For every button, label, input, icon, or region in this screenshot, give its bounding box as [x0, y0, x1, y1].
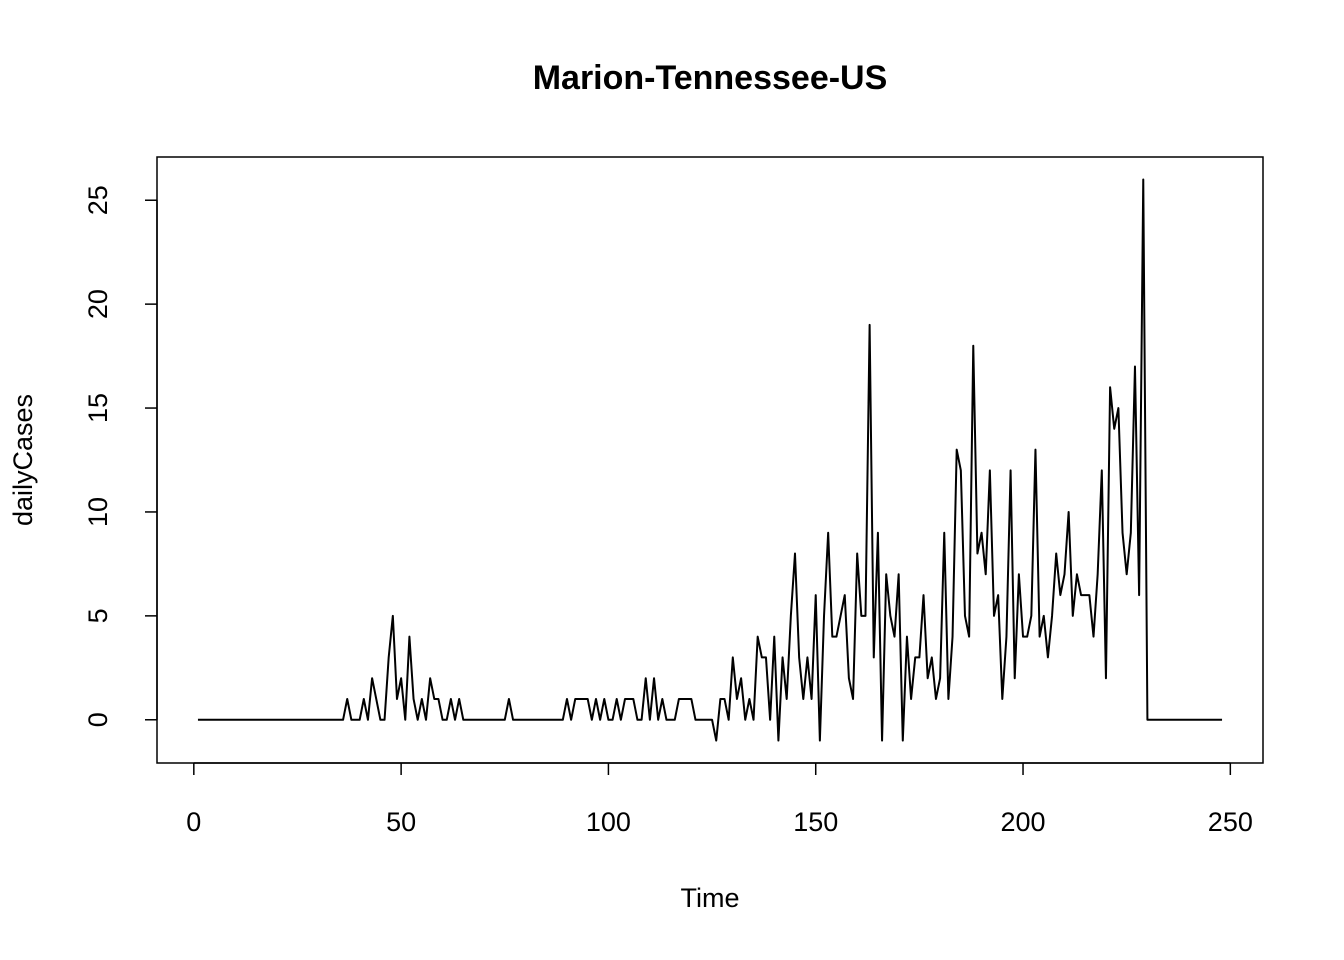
plot-box: [156, 156, 1264, 764]
y-tick-label: 20: [83, 289, 113, 319]
data-line: [197, 178, 1223, 742]
x-tick-label: 200: [1000, 807, 1045, 837]
y-tick-label: 25: [83, 185, 113, 215]
x-tick-label: 100: [586, 807, 631, 837]
x-axis-label: Time: [681, 883, 740, 913]
chart-title: Marion-Tennessee-US: [533, 59, 888, 97]
y-tick-label: 0: [83, 712, 113, 727]
x-tick-label: 50: [386, 807, 416, 837]
y-tick-label: 5: [83, 608, 113, 623]
y-axis-label: dailyCases: [8, 394, 38, 526]
y-tick-label: 10: [83, 497, 113, 527]
x-tick-label: 150: [793, 807, 838, 837]
x-tick-label: 0: [186, 807, 201, 837]
x-tick-label: 250: [1208, 807, 1253, 837]
y-tick-label: 15: [83, 393, 113, 423]
